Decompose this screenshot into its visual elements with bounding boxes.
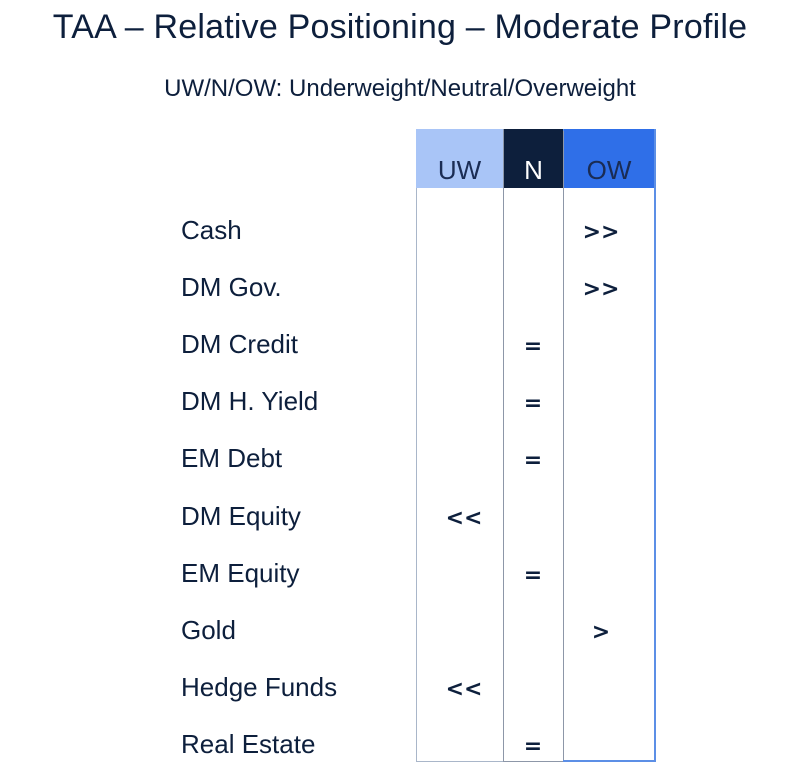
row-mark-em-debt: = — [523, 448, 543, 473]
row-label-real-estate: Real Estate — [181, 729, 316, 759]
row-mark-dm-equity: << — [445, 506, 483, 531]
row-label-dm-credit: DM Credit — [181, 329, 299, 359]
row-label-gold: Gold — [181, 615, 236, 645]
header-n: N — [504, 129, 563, 188]
header-uw: UW — [416, 129, 503, 188]
row-mark-dm-credit: = — [523, 334, 543, 359]
row-mark-hedge-funds: << — [445, 677, 483, 702]
row-label-em-equity: EM Equity — [181, 558, 300, 588]
positioning-grid: UW N OW — [416, 129, 656, 762]
row-mark-dm-h-yield: = — [523, 391, 543, 416]
page-subtitle: UW/N/OW: Underweight/Neutral/Overweight — [164, 75, 636, 102]
row-label-dm-gov: DM Gov. — [181, 272, 282, 302]
column-n — [503, 129, 564, 762]
column-uw — [416, 129, 504, 762]
row-mark-gold: > — [591, 620, 611, 645]
header-ow: OW — [564, 129, 654, 188]
row-label-dm-equity: DM Equity — [181, 501, 301, 531]
row-mark-em-equity: = — [523, 563, 543, 588]
row-label-dm-h-yield: DM H. Yield — [181, 386, 319, 416]
row-mark-dm-gov: >> — [582, 277, 620, 302]
row-mark-real-estate: = — [523, 734, 543, 759]
row-label-hedge-funds: Hedge Funds — [181, 672, 338, 702]
row-label-cash: Cash — [181, 215, 242, 245]
row-mark-cash: >> — [582, 220, 620, 245]
page-title: TAA – Relative Positioning – Moderate Pr… — [52, 8, 748, 46]
row-label-em-debt: EM Debt — [181, 443, 283, 473]
